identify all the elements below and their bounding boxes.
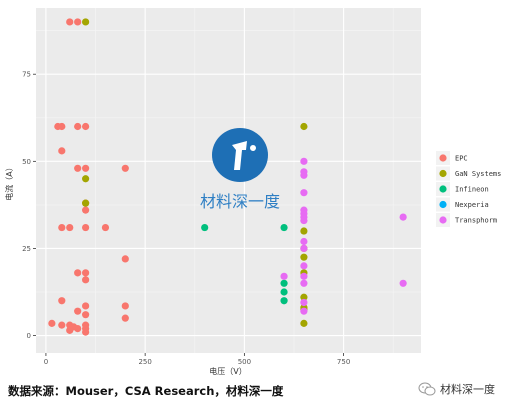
point-epc bbox=[66, 18, 74, 26]
plot-panel bbox=[36, 8, 421, 353]
point-epc bbox=[82, 328, 90, 336]
point-epc bbox=[82, 302, 90, 310]
x-axis: 0 250 500 750 bbox=[44, 353, 350, 366]
point-infineon bbox=[201, 223, 209, 232]
y-tick-label: 50 bbox=[22, 158, 31, 166]
point-transphorm bbox=[300, 298, 308, 307]
point-epc bbox=[82, 223, 90, 232]
legend-label-infineon: Infineon bbox=[455, 186, 489, 194]
point-epc bbox=[82, 276, 90, 284]
point-epc bbox=[74, 18, 82, 26]
point-infineon bbox=[280, 288, 288, 296]
point-infineon bbox=[280, 279, 288, 287]
point-transphorm bbox=[300, 272, 308, 280]
point-infineon bbox=[280, 297, 288, 305]
logo-stroke-icon bbox=[232, 141, 247, 170]
point-epc bbox=[66, 223, 74, 232]
point-epc bbox=[101, 223, 110, 232]
x-tick-label: 750 bbox=[337, 358, 350, 366]
point-epc bbox=[74, 122, 82, 131]
wechat-icon bbox=[418, 382, 436, 396]
x-tick-label: 500 bbox=[238, 358, 251, 366]
point-epc bbox=[121, 314, 129, 322]
y-tick-label: 25 bbox=[22, 245, 31, 253]
point-epc bbox=[74, 164, 82, 172]
legend: EPC GaN Systems Infineon Nexperia Transphorm bbox=[436, 151, 501, 227]
point-transphorm bbox=[280, 272, 288, 280]
point-transphorm bbox=[300, 171, 308, 179]
legend-label-gan-systems: GaN Systems bbox=[455, 170, 501, 178]
point-gan-systems bbox=[300, 227, 308, 235]
point-epc bbox=[82, 206, 90, 214]
legend-label-transphorm: Transphorm bbox=[455, 217, 497, 225]
point-epc bbox=[74, 307, 82, 315]
point-epc bbox=[82, 164, 90, 172]
point-epc bbox=[48, 319, 56, 327]
point-epc bbox=[58, 147, 66, 155]
y-tick-label: 0 bbox=[27, 332, 31, 340]
point-transphorm bbox=[399, 213, 407, 221]
point-gan-systems bbox=[300, 122, 308, 131]
grid-lines bbox=[36, 8, 421, 353]
point-transphorm bbox=[300, 279, 308, 287]
point-epc bbox=[58, 321, 66, 329]
point-epc bbox=[121, 255, 129, 263]
point-epc bbox=[58, 297, 66, 305]
legend-swatch-nexperia bbox=[439, 200, 447, 209]
point-transphorm bbox=[300, 216, 308, 225]
point-transphorm bbox=[300, 262, 308, 270]
point-epc bbox=[82, 122, 90, 131]
y-axis: 0 25 50 75 bbox=[22, 71, 36, 340]
point-gan-systems bbox=[82, 18, 90, 26]
legend-swatch-transphorm bbox=[439, 216, 447, 224]
point-epc bbox=[58, 122, 66, 131]
point-transphorm bbox=[300, 189, 308, 197]
legend-label-epc: EPC bbox=[455, 155, 468, 163]
wechat-account: 材料深一度 bbox=[418, 378, 518, 400]
point-gan-systems bbox=[300, 319, 308, 327]
point-transphorm bbox=[300, 244, 308, 253]
source-note: 数据来源：Mouser，CSA Research，材料深一度 bbox=[8, 384, 284, 398]
legend-swatch-infineon bbox=[439, 185, 447, 193]
point-epc bbox=[70, 323, 78, 331]
point-transphorm bbox=[300, 237, 308, 246]
point-gan-systems bbox=[82, 199, 90, 207]
point-gan-systems bbox=[82, 175, 90, 183]
point-epc bbox=[121, 164, 129, 172]
x-tick-label: 0 bbox=[44, 358, 48, 366]
point-infineon bbox=[280, 223, 288, 232]
data-points bbox=[48, 18, 407, 336]
point-epc bbox=[74, 269, 82, 277]
x-axis-title: 电压（V） bbox=[209, 366, 246, 376]
point-epc bbox=[121, 302, 129, 310]
point-epc bbox=[82, 269, 90, 277]
point-transphorm bbox=[300, 307, 308, 315]
watermark-logo: 材料深一度 bbox=[200, 128, 280, 211]
legend-swatch-epc bbox=[439, 154, 447, 162]
point-epc bbox=[82, 311, 90, 319]
logo-dot-icon bbox=[250, 145, 256, 151]
y-tick-label: 75 bbox=[22, 71, 31, 79]
point-transphorm bbox=[300, 157, 308, 165]
point-epc bbox=[58, 223, 66, 232]
point-transphorm bbox=[399, 279, 407, 287]
point-gan-systems bbox=[300, 293, 308, 301]
legend-label-nexperia: Nexperia bbox=[455, 201, 489, 209]
legend-swatch-gan-systems bbox=[439, 169, 447, 178]
point-gan-systems bbox=[300, 253, 308, 261]
y-axis-title: 电流（A） bbox=[4, 163, 14, 200]
watermark-text: 材料深一度 bbox=[200, 192, 280, 211]
x-tick-label: 250 bbox=[138, 358, 151, 366]
wechat-account-name: 材料深一度 bbox=[440, 383, 495, 396]
